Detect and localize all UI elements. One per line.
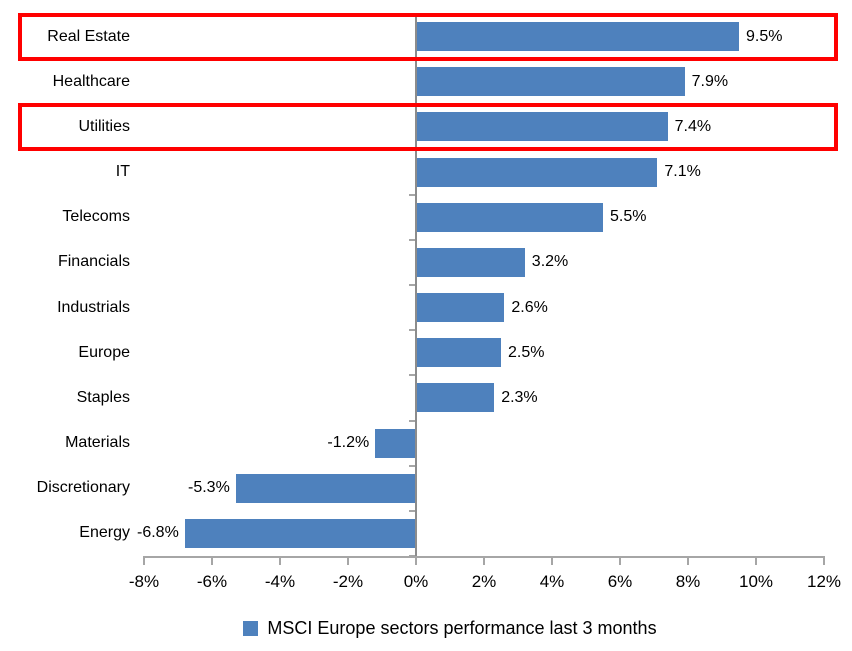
legend-label: MSCI Europe sectors performance last 3 m… [267,617,657,638]
category-label: Industrials [57,298,130,316]
performance-bar [416,338,501,368]
category-tick [409,419,416,422]
performance-bar [416,112,668,142]
axis-tick [415,556,417,565]
category-label: Staples [76,388,130,406]
legend-swatch-icon [243,620,259,636]
category-label: Discretionary [36,479,130,497]
value-label: 3.2% [531,253,569,271]
axis-tick-label: 4% [539,572,565,591]
value-label: 2.6% [511,298,548,316]
category-label: Financials [57,253,130,271]
performance-bar [416,67,685,97]
axis-tick [483,556,485,565]
category-label: Healthcare [52,72,130,90]
value-label: 2.3% [501,388,538,406]
axis-tick-label: 8% [675,572,701,591]
axis-tick-label: 6% [607,572,633,591]
category-tick [409,284,416,286]
category-tick [409,374,416,377]
value-label: -5.3% [188,479,230,497]
axis-tick [279,556,281,565]
highlight-box [18,103,838,151]
axis-tick [143,556,145,565]
axis-tick-label: 12% [806,572,842,591]
axis-tick-label: 2% [471,572,497,591]
category-label: Real Estate [47,27,130,45]
value-label: 2.5% [508,343,545,361]
performance-bar [416,157,658,187]
performance-bar [416,383,495,413]
category-label: Utilities [78,117,130,135]
highlight-box [18,13,838,61]
legend: MSCI Europe sectors performance last 3 m… [24,613,852,643]
category-label: Telecoms [62,208,130,226]
axis-tick [823,556,825,565]
performance-bar [416,202,603,232]
value-label: 7.1% [664,163,701,181]
axis-tick-label: -2% [332,572,364,591]
performance-bar [235,473,416,503]
performance-bar [375,428,416,458]
axis-tick [211,556,213,565]
axis-tick [347,556,349,565]
performance-bar [416,247,525,277]
category-label: IT [115,163,130,181]
category-label: Europe [78,343,130,361]
performance-bar [416,22,739,52]
value-label: -1.2% [327,434,370,452]
category-tick [409,509,416,512]
category-tick [409,193,416,196]
axis-tick [687,556,689,565]
y-axis-line [415,14,417,556]
value-label: -6.8% [137,524,179,542]
value-label: 9.5% [746,27,783,45]
axis-tick [551,556,553,565]
category-label: Materials [65,434,130,452]
axis-tick-label: -6% [196,572,228,591]
axis-tick [619,556,621,565]
axis-tick-label: -4% [264,572,296,591]
category-tick [409,464,416,467]
axis-tick-label: 10% [738,572,774,591]
axis-tick-label: -8% [128,572,160,591]
value-label: 5.5% [610,208,647,226]
axis-tick-label: 0% [403,572,429,591]
category-tick [409,238,416,241]
category-tick [409,329,416,332]
value-label: 7.9% [691,72,729,90]
category-label: Energy [79,524,130,542]
performance-bar [184,518,416,548]
value-label: 7.4% [674,117,712,135]
axis-tick [755,556,757,565]
performance-bar [416,293,505,323]
